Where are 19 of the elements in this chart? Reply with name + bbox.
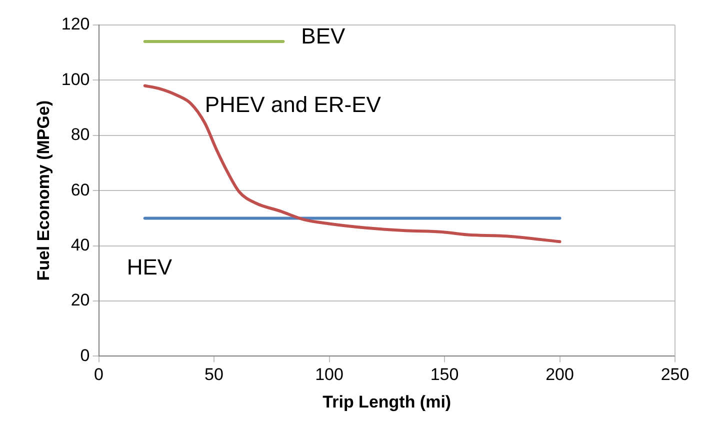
- y-tick-label: 120: [61, 14, 90, 34]
- series-label: PHEV and ER-EV: [204, 92, 382, 117]
- y-tick-label: 80: [70, 125, 90, 144]
- x-tick-label: 200: [546, 365, 574, 384]
- x-tick-label: 150: [430, 365, 459, 384]
- y-tick-label: 100: [61, 70, 90, 89]
- y-tick-label: 40: [70, 235, 90, 254]
- y-tick-label: 20: [70, 290, 90, 310]
- y-axis-title: Fuel Economy (MPGe): [34, 100, 53, 281]
- y-tick-label: 60: [70, 180, 90, 200]
- y-tick-label: 0: [80, 346, 90, 365]
- x-axis-title: Trip Length (mi): [322, 392, 452, 412]
- line-series: [143, 84, 562, 244]
- series-label: HEV: [126, 254, 172, 280]
- x-tick-label: 50: [204, 365, 224, 384]
- x-tick-label: 100: [315, 365, 344, 384]
- series-label: BEV: [301, 24, 346, 49]
- x-tick-label: 250: [660, 365, 690, 384]
- x-tick-label: 0: [94, 365, 104, 384]
